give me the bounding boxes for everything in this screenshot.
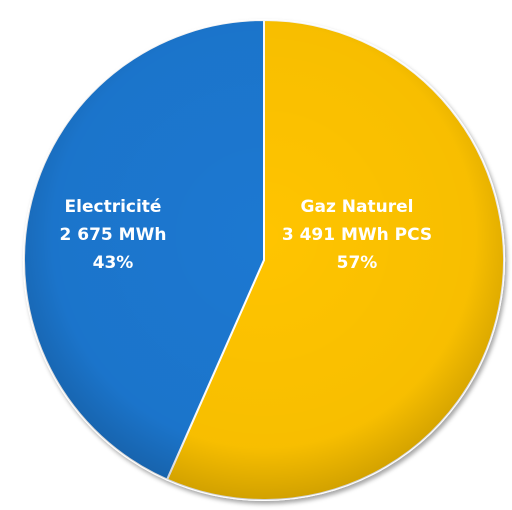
- slice-value-label: 2 675 MWh: [60, 225, 167, 245]
- pie-labels: Gaz Naturel 3 491 MWh PCS 57% Electricité 2 …: [60, 197, 433, 273]
- slice-percent-label: 57%: [337, 253, 378, 273]
- slice-name-label: Electricité: [65, 197, 162, 217]
- slice-value-label: 3 491 MWh PCS: [282, 225, 432, 245]
- slice-percent-label: 43%: [93, 253, 134, 273]
- slice-name-label: Gaz Naturel: [301, 197, 414, 217]
